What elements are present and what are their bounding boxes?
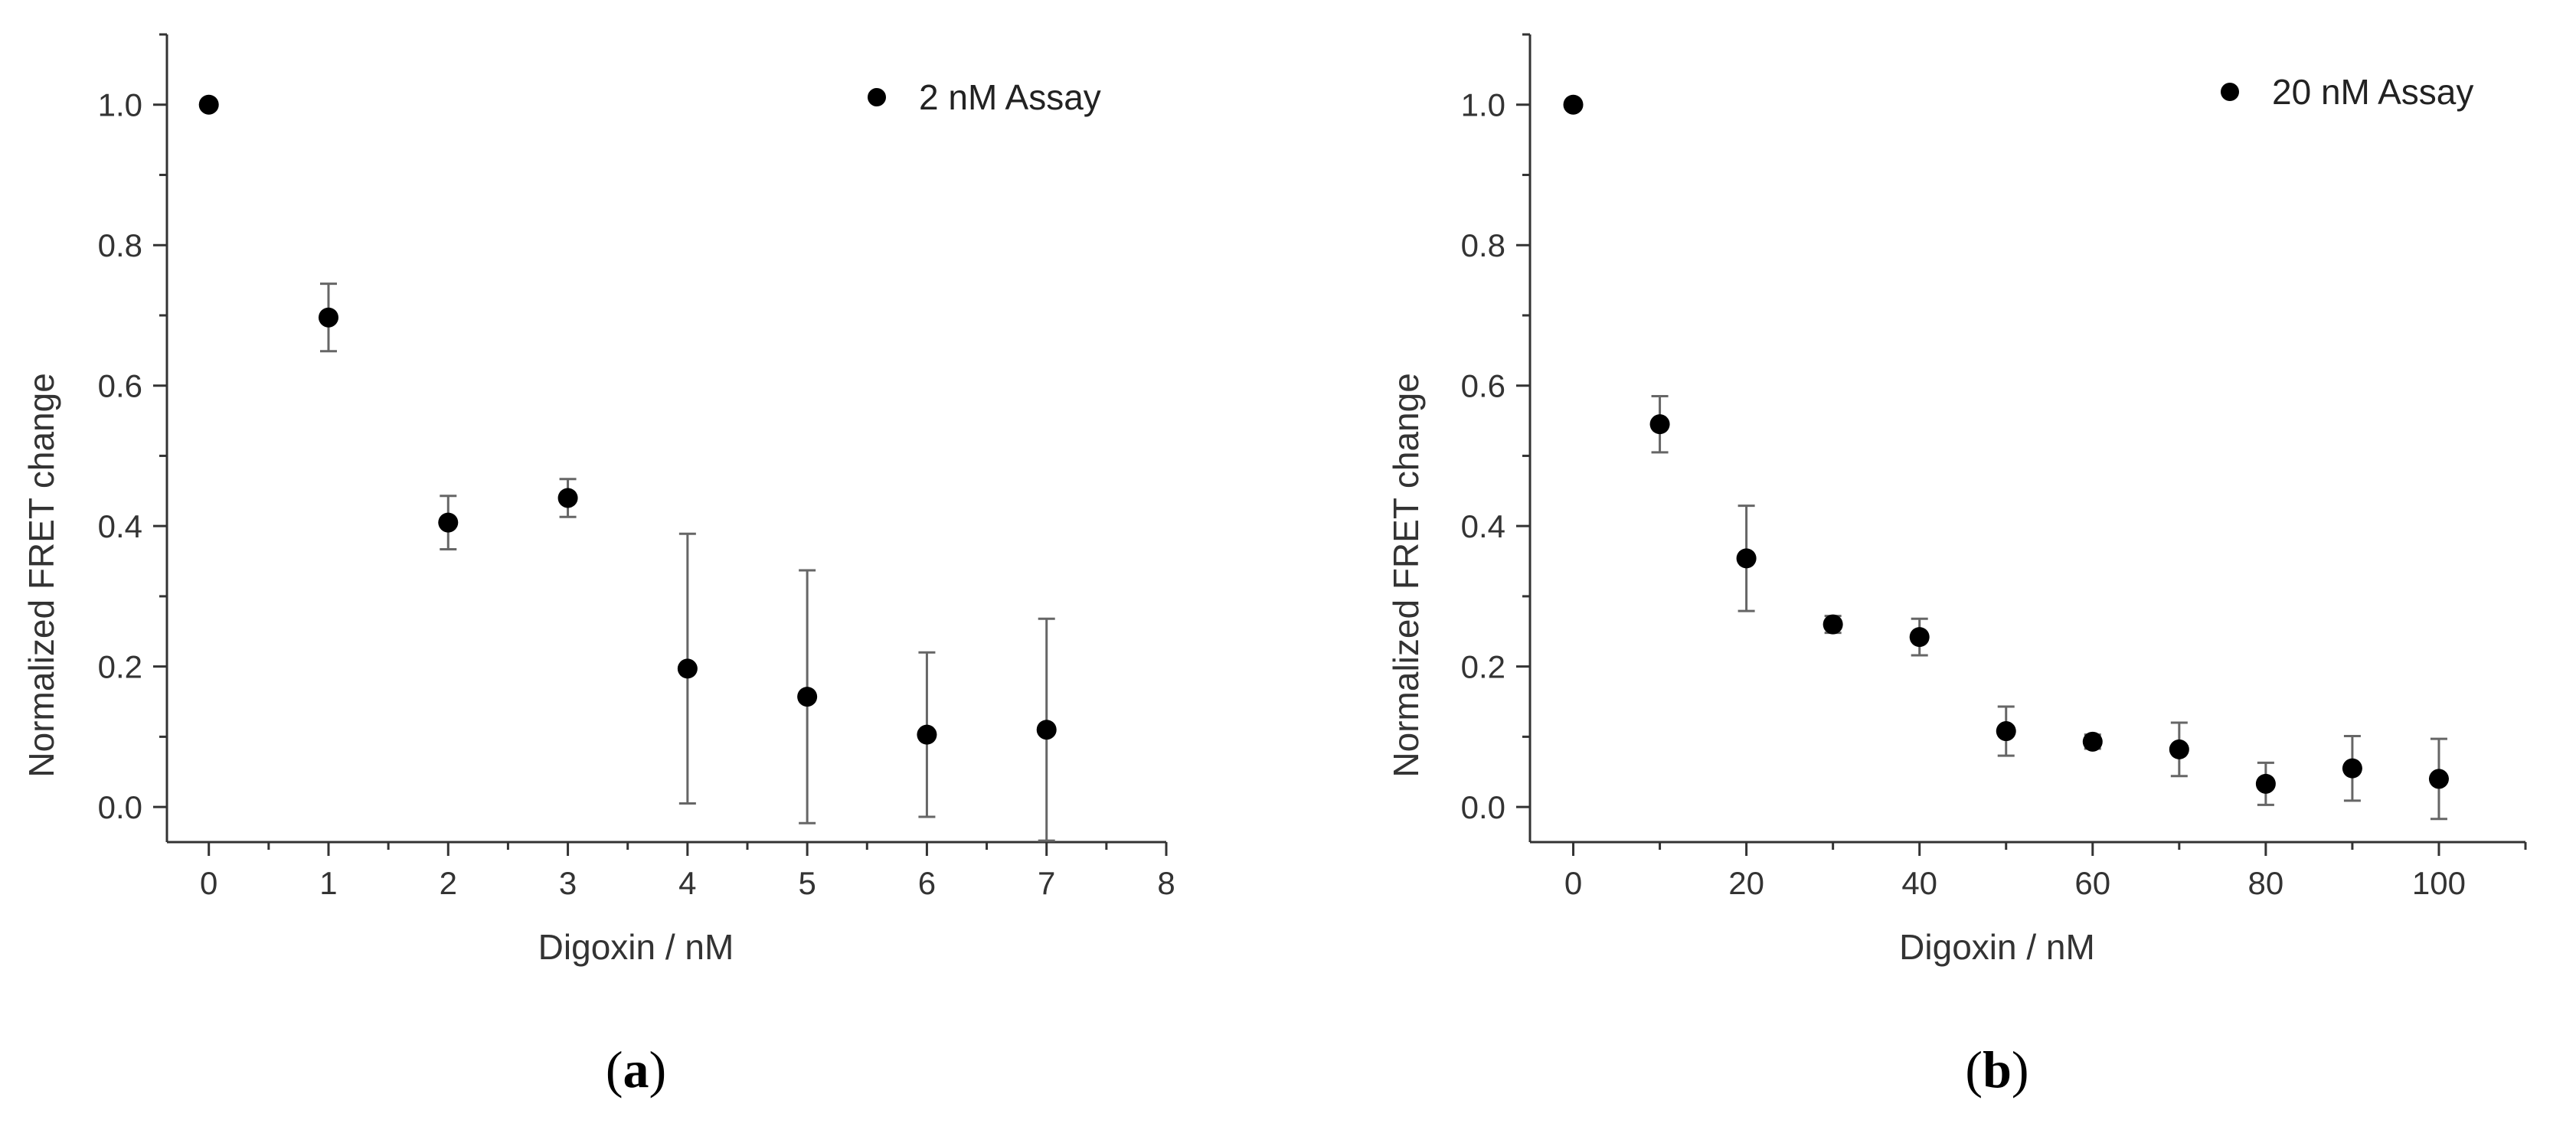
data-point [318, 307, 338, 328]
x-tick-label: 3 [559, 865, 577, 901]
legend-marker [2221, 83, 2239, 101]
data-point [2342, 758, 2362, 779]
data-point [557, 488, 578, 508]
panel-label-open: ( [1965, 1040, 1983, 1099]
y-axis-title: Normalized FRET change [1386, 373, 1426, 777]
y-tick-label: 0.0 [1461, 789, 1505, 825]
y-tick-label: 0.4 [98, 508, 142, 544]
y-tick-label: 0.6 [1461, 368, 1505, 404]
panel-b: 0.0 0.2 0.4 0.6 0.8 1.0 0 20 40 60 80 100 Digoxin / … [1386, 33, 2527, 1099]
y-tick-label: 0.2 [1461, 649, 1505, 685]
y-tick-label: 0.2 [98, 649, 142, 685]
data-point [1822, 614, 1843, 635]
panel-label: (a) [606, 1040, 666, 1099]
x-tick-label: 0 [200, 865, 217, 901]
panel-label-close: ) [2012, 1040, 2029, 1099]
x-tick-label: 6 [918, 865, 936, 901]
panel-label-letter: b [1983, 1040, 2012, 1099]
y-tick-label: 0.8 [98, 227, 142, 263]
x-tick-label: 7 [1038, 865, 1055, 901]
panel-label-letter: a [623, 1040, 649, 1099]
x-tick-label: 40 [1901, 865, 1937, 901]
x-axis-title: Digoxin / nM [1899, 927, 2095, 967]
panel-a: 0.0 0.2 0.4 0.6 0.8 1.0 0 1 2 3 4 5 6 7 8 Digoxin / nM N… [21, 33, 1175, 1099]
y-tick-label: 0.0 [98, 789, 142, 825]
data-point [198, 94, 219, 115]
panel-label-open: ( [606, 1040, 623, 1099]
x-tick-label: 60 [2074, 865, 2110, 901]
x-tick-label: 2 [440, 865, 457, 901]
legend-entry: 20 nM Assay [2272, 72, 2473, 112]
series [1563, 94, 2449, 821]
y-tick-label: 0.4 [1461, 508, 1505, 544]
data-point [1036, 720, 1057, 740]
x-tick-label: 4 [678, 865, 696, 901]
data-point [2082, 731, 2103, 752]
y-tick-label: 1.0 [98, 87, 142, 123]
series [198, 94, 1057, 842]
data-point [1996, 721, 2016, 742]
data-point [2428, 769, 2449, 789]
x-tick-label: 80 [2248, 865, 2284, 901]
x-tick-label: 8 [1157, 865, 1175, 901]
y-tick-label: 1.0 [1461, 87, 1505, 123]
panel-label-close: ) [649, 1040, 667, 1099]
legend-marker [868, 88, 886, 106]
y-tick-label: 0.6 [98, 368, 142, 404]
data-point [917, 724, 937, 745]
data-point [1563, 94, 1584, 115]
data-point [797, 687, 818, 707]
y-tick-label: 0.8 [1461, 227, 1505, 263]
legend-entry: 2 nM Assay [919, 77, 1101, 117]
data-point [1736, 548, 1757, 569]
data-point [2255, 773, 2276, 794]
data-point [677, 658, 698, 679]
data-point [1909, 627, 1930, 648]
data-point [2169, 739, 2189, 759]
y-axis-title: Normalized FRET change [21, 373, 61, 777]
x-tick-label: 100 [2412, 865, 2466, 901]
x-tick-label: 20 [1728, 865, 1764, 901]
x-tick-label: 1 [319, 865, 337, 901]
x-tick-label: 0 [1564, 865, 1582, 901]
x-axis-title: Digoxin / nM [538, 927, 734, 967]
panel-label: (b) [1965, 1040, 2028, 1099]
data-point [438, 512, 459, 533]
data-point [1649, 414, 1670, 435]
x-tick-label: 5 [798, 865, 816, 901]
